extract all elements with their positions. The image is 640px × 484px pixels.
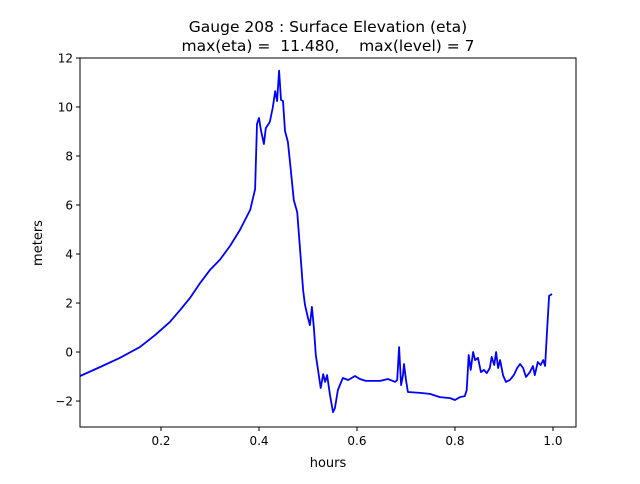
y-tick-label: 12 xyxy=(58,52,73,66)
y-tick-label: 2 xyxy=(65,297,73,311)
x-tick-label: 1.0 xyxy=(543,434,562,448)
series-line-eta xyxy=(79,69,553,414)
x-tick-label: 0.8 xyxy=(445,434,464,448)
axes-frame xyxy=(79,57,577,428)
x-tick-label: 0.6 xyxy=(347,434,366,448)
x-tick-label: 0.2 xyxy=(151,434,170,448)
y-tick-label: 6 xyxy=(65,199,73,213)
y-tick-label: 0 xyxy=(65,346,73,360)
chart-subtitle: max(eta) = 11.480, max(level) = 7 xyxy=(181,37,474,55)
y-tick-label: 4 xyxy=(65,248,73,262)
y-tick-label: 10 xyxy=(58,101,73,115)
plot-area: 0.2 0.4 0.6 0.8 1.0 −2 0 2 4 6 8 10 12 xyxy=(55,52,577,448)
x-tick-label: 0.4 xyxy=(249,434,268,448)
y-tick-label: 8 xyxy=(65,150,73,164)
y-tick-label: −2 xyxy=(55,395,73,409)
chart-title: Gauge 208 : Surface Elevation (eta) xyxy=(189,18,467,36)
y-axis-label: meters xyxy=(31,220,46,266)
x-axis-label: hours xyxy=(310,456,347,471)
